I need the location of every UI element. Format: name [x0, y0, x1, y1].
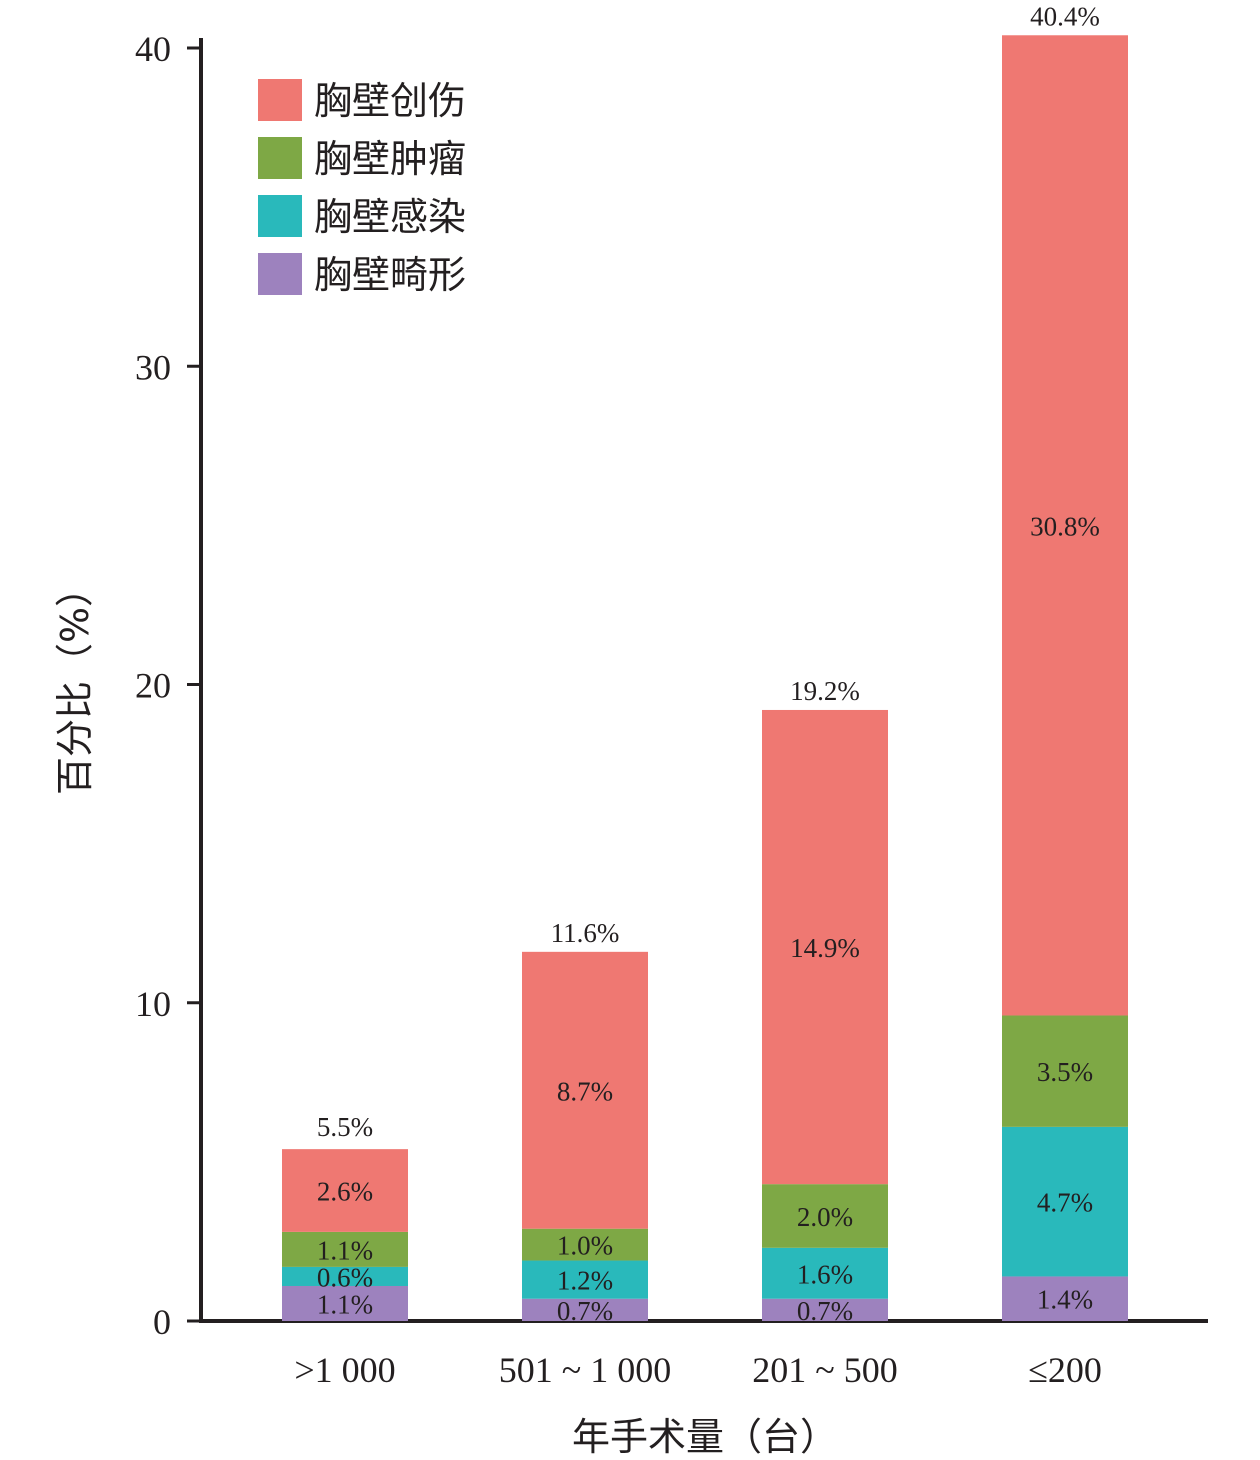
- segment-data-label: 1.2%: [557, 1266, 613, 1296]
- total-data-label: 40.4%: [1030, 1, 1100, 31]
- legend-label: 胸壁肿瘤: [314, 137, 466, 181]
- y-tick-label: 10: [135, 984, 171, 1024]
- total-data-label: 19.2%: [790, 676, 860, 706]
- x-tick-label: 201 ~ 500: [752, 1350, 897, 1390]
- legend-swatch: [258, 195, 302, 237]
- y-tick-label: 20: [135, 666, 171, 706]
- y-ticks: 0 10 20 30 40: [135, 29, 201, 1342]
- x-tick-label: 501 ~ 1 000: [499, 1350, 671, 1390]
- y-axis-title: 百分比（%）: [53, 569, 97, 795]
- segment-data-label: 8.7%: [557, 1076, 613, 1106]
- segment-data-label: 3.5%: [1037, 1057, 1093, 1087]
- x-tick-label: ≤200: [1028, 1350, 1102, 1390]
- bar-segment: [522, 1260, 648, 1299]
- bar-segment: [282, 1149, 408, 1232]
- segment-data-label: 1.1%: [317, 1289, 373, 1319]
- y-tick-label: 30: [135, 347, 171, 387]
- legend-label: 胸壁畸形: [314, 253, 466, 297]
- y-tick-label: 40: [135, 29, 171, 69]
- x-tick-labels: >1 000 501 ~ 1 000 201 ~ 500 ≤200: [294, 1350, 1102, 1390]
- bar-segment: [762, 1247, 888, 1299]
- segment-data-label: 2.0%: [797, 1202, 853, 1232]
- legend-swatch: [258, 253, 302, 295]
- bar-stack: 0.7%1.2% 1.0% 8.7% 11.6%: [522, 918, 648, 1326]
- total-data-label: 11.6%: [551, 918, 620, 948]
- bar-stack: 1.4% 4.7% 3.5% 30.8% 40.4%: [1002, 1, 1128, 1321]
- total-data-label: 5.5%: [317, 1112, 373, 1142]
- bar-segment: [522, 1228, 648, 1261]
- bar-segment: [1002, 1015, 1128, 1127]
- segment-data-label: 1.0%: [557, 1231, 613, 1261]
- bar-segment: [762, 1298, 888, 1321]
- bar-segment: [1002, 1276, 1128, 1321]
- bar-segment: [1002, 35, 1128, 1016]
- segment-data-label: 1.6%: [797, 1259, 853, 1289]
- bars: 1.1%0.6%1.1%2.6%5.5%0.7%1.2%1.0%8.7%11.6…: [282, 1, 1128, 1326]
- segment-data-label: 1.1%: [317, 1235, 373, 1265]
- bar-segment: [1002, 1126, 1128, 1277]
- x-tick-label: >1 000: [294, 1350, 395, 1390]
- bar-stack: 1.1%0.6%1.1% 2.6% 5.5%: [282, 1112, 408, 1321]
- segment-data-label: 4.7%: [1037, 1188, 1093, 1218]
- bar-segment: [282, 1285, 408, 1321]
- segment-data-label: 0.7%: [797, 1296, 853, 1326]
- segment-data-label: 2.6%: [317, 1177, 373, 1207]
- y-tick-label: 0: [153, 1302, 171, 1342]
- bar-segment: [522, 1298, 648, 1321]
- segment-data-label: 0.7%: [557, 1296, 613, 1326]
- bar-segment: [282, 1266, 408, 1286]
- bar-stack: 0.7% 1.6% 2.0% 14.9% 19.2%: [762, 676, 888, 1326]
- segment-data-label: 1.4%: [1037, 1285, 1093, 1315]
- segment-data-label: 30.8%: [1030, 511, 1100, 541]
- legend-swatch: [258, 137, 302, 179]
- segment-data-label: 14.9%: [790, 933, 860, 963]
- legend-label: 胸壁创伤: [314, 79, 466, 123]
- bar-segment: [762, 709, 888, 1185]
- x-axis-title: 年手术量（台）: [572, 1415, 838, 1459]
- legend-label: 胸壁感染: [314, 195, 466, 239]
- bar-segment: [522, 951, 648, 1229]
- legend-swatch: [258, 79, 302, 121]
- bar-segment: [762, 1184, 888, 1248]
- bar-segment: [282, 1231, 408, 1267]
- segment-data-label: 0.6%: [317, 1262, 373, 1292]
